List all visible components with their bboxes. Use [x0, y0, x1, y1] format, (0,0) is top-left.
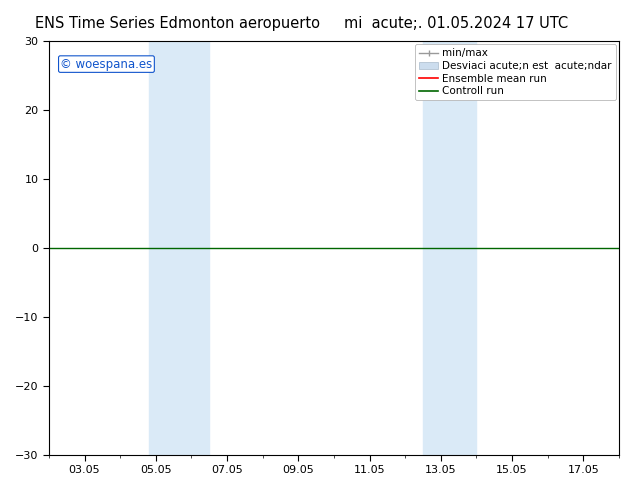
Bar: [149, 41, 209, 455]
Text: © woespana.es: © woespana.es: [60, 58, 153, 71]
Bar: [423, 41, 477, 455]
Legend: min/max, Desviaci acute;n est  acute;ndar, Ensemble mean run, Controll run: min/max, Desviaci acute;n est acute;ndar…: [415, 44, 616, 100]
Text: ENS Time Series Edmonton aeropuerto: ENS Time Series Edmonton aeropuerto: [35, 16, 320, 31]
Text: mi  acute;. 01.05.2024 17 UTC: mi acute;. 01.05.2024 17 UTC: [344, 16, 569, 31]
